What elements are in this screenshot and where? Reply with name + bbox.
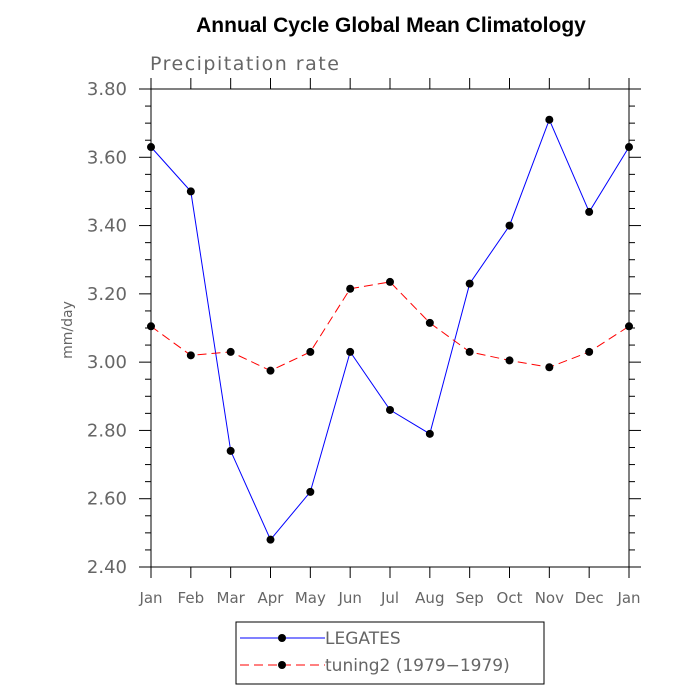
series-0-point [266,535,275,544]
series-1-point [545,363,554,372]
series-1-point [306,347,315,356]
x-tick-label: Jan [138,589,162,607]
y-axis-label: mm/day [60,301,76,359]
x-tick-label: May [295,589,326,607]
axis-tick-labels: 2.40 2.60 2.80 3.00 3.20 3.40 3.60 3.80 Jan Feb Ma… [87,79,641,607]
y-tick-label: 3.60 [87,147,127,168]
series-1-point [465,347,474,356]
series-1-point [147,322,155,331]
x-tick-label: Mar [217,589,246,607]
x-tick-label: Nov [535,589,564,607]
series-0-point [425,429,434,438]
y-tick-label: 2.40 [87,557,127,578]
series-markers [147,115,633,544]
series-1-point [625,322,633,331]
series-1-point [346,284,355,293]
y-tick-label: 3.80 [87,79,127,100]
series-lines [150,118,630,541]
series-line-0 [150,118,630,541]
series-0-point [545,115,554,124]
y-tick-label: 2.80 [87,420,127,441]
series-1-point [386,277,394,286]
series-0-point [625,143,633,152]
x-tick-label: Feb [178,589,205,607]
x-tick-label: Sep [456,589,484,607]
legend-label-tuning2: tuning2 (1979−1979) [325,656,510,676]
x-tick-label: Aug [415,589,444,607]
series-0-point [147,143,155,152]
y-tick-label: 3.40 [87,216,127,237]
legend-marker-legates [278,634,286,642]
legend-label-legates: LEGATES [325,629,401,649]
plot-frame [150,88,630,568]
x-tick-label: Apr [258,589,285,607]
axis-ticks [139,78,641,578]
x-tick-label: Jul [380,589,399,607]
x-tick-label: Oct [497,589,523,607]
legend-marker-tuning2 [278,661,286,669]
series-0-point [346,347,355,356]
series-0-point [465,279,474,288]
y-tick-label: 3.00 [87,352,127,373]
series-1-point [585,347,594,356]
series-1-point [186,351,195,360]
series-line-1 [150,281,630,372]
chart-subtitle: Precipitation rate [150,53,340,75]
series-1-point [425,318,434,327]
series-1-point [226,347,235,356]
legend-box [235,621,545,685]
legend: LEGATES tuning2 (1979−1979) [235,621,545,685]
chart-title: Annual Cycle Global Mean Climatology [196,14,586,37]
x-tick-label: Dec [575,589,604,607]
series-0-point [306,487,315,496]
series-0-point [226,446,235,455]
series-0-point [585,207,594,216]
series-1-point [266,366,275,375]
x-tick-label: Jan [616,589,640,607]
x-tick-label: Jun [337,589,361,607]
series-0-point [386,405,394,414]
series-0-point [505,221,514,230]
y-tick-label: 3.20 [87,284,127,305]
y-tick-label: 2.60 [87,489,127,510]
series-1-point [505,356,514,365]
series-0-point [186,187,195,196]
